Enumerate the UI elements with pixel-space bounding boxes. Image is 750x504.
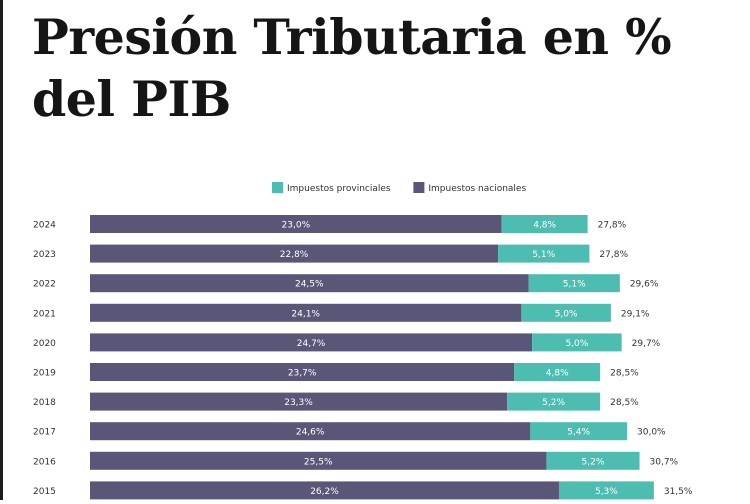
label-total: 31,5% xyxy=(664,487,693,497)
label-provincial: 5,2% xyxy=(582,457,605,467)
year-label: 2023 xyxy=(33,250,56,260)
year-label: 2020 xyxy=(33,339,56,349)
bar-nacional xyxy=(90,363,515,381)
bar-provincial xyxy=(558,481,654,500)
bar-provincial xyxy=(530,422,627,441)
label-total: 29,7% xyxy=(632,339,661,349)
bar-nacional xyxy=(90,481,559,500)
label-nacional: 23,0% xyxy=(282,221,311,231)
stacked-bar-chart: Impuestos provinciales Impuestos nacional… xyxy=(33,182,693,500)
label-provincial: 5,3% xyxy=(595,487,618,497)
bar-provincial xyxy=(514,363,601,381)
year-label: 2022 xyxy=(33,280,56,290)
year-label: 2015 xyxy=(33,487,56,497)
label-provincial: 5,0% xyxy=(565,339,588,349)
bar-provincial xyxy=(532,333,622,352)
label-total: 28,5% xyxy=(610,369,639,379)
chart-container: Impuestos provinciales Impuestos nacional… xyxy=(0,170,750,500)
bar-nacional xyxy=(90,451,547,470)
legend-swatch-1 xyxy=(272,182,283,193)
bar-nacional xyxy=(90,303,522,322)
bar-provincial xyxy=(507,392,601,411)
year-label: 2019 xyxy=(33,369,56,379)
label-nacional: 23,7% xyxy=(288,369,317,379)
label-nacional: 24,1% xyxy=(291,309,320,319)
bar-nacional xyxy=(90,333,533,352)
bar-nacional xyxy=(90,244,499,263)
bar-provincial xyxy=(498,244,590,263)
label-nacional: 24,6% xyxy=(296,428,325,438)
label-total: 28,5% xyxy=(610,398,639,408)
year-label: 2017 xyxy=(33,428,56,438)
title-line-1: Presión Tributaria en % xyxy=(32,8,672,66)
label-nacional: 26,2% xyxy=(310,487,339,497)
bar-provincial xyxy=(501,215,588,233)
year-label: 2021 xyxy=(33,309,56,319)
label-total: 30,0% xyxy=(637,428,666,438)
label-provincial: 4,8% xyxy=(533,221,556,231)
label-nacional: 25,5% xyxy=(304,457,333,467)
bar-nacional xyxy=(90,422,531,441)
year-label: 2024 xyxy=(33,221,56,231)
bar-provincial xyxy=(521,303,611,322)
label-nacional: 22,8% xyxy=(280,250,309,260)
legend-swatch-2 xyxy=(413,182,425,193)
label-provincial: 5,1% xyxy=(563,280,586,290)
bar-nacional xyxy=(90,392,508,411)
left-border xyxy=(0,0,3,500)
label-total: 30,7% xyxy=(650,457,679,467)
page-title: Presión Tributaria en % del PIB xyxy=(32,6,732,130)
label-provincial: 5,4% xyxy=(567,428,590,438)
label-total: 27,8% xyxy=(598,221,627,231)
legend-label-2: Impuestos nacionales xyxy=(428,184,526,194)
bar-provincial xyxy=(528,274,620,293)
label-total: 27,8% xyxy=(599,250,628,260)
title-line-2: del PIB xyxy=(32,70,231,128)
label-provincial: 4,8% xyxy=(546,369,569,379)
bar-nacional xyxy=(90,274,529,293)
label-nacional: 24,5% xyxy=(295,280,324,290)
label-provincial: 5,2% xyxy=(542,398,565,408)
label-provincial: 5,0% xyxy=(555,309,578,319)
bar-nacional xyxy=(90,215,502,233)
year-label: 2018 xyxy=(33,398,56,408)
year-label: 2016 xyxy=(33,457,56,467)
label-nacional: 23,3% xyxy=(284,398,313,408)
legend-label-1: Impuestos provinciales xyxy=(287,184,391,194)
label-nacional: 24,7% xyxy=(297,339,326,349)
label-total: 29,1% xyxy=(621,309,650,319)
label-provincial: 5,1% xyxy=(532,250,555,260)
label-total: 29,6% xyxy=(630,280,659,290)
bar-provincial xyxy=(546,451,640,470)
